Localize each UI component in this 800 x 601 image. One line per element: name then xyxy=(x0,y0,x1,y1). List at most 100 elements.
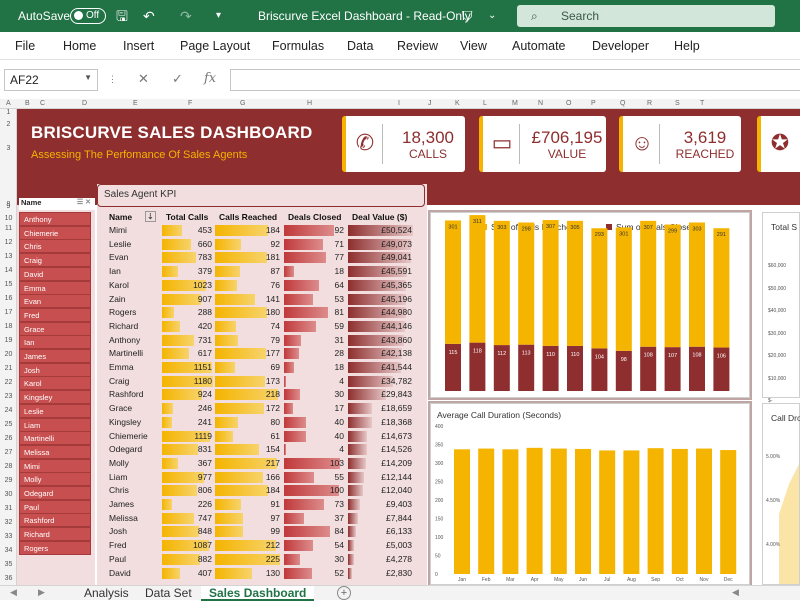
slicer-item[interactable]: Emma xyxy=(19,280,91,295)
column-header[interactable]: I xyxy=(398,100,400,107)
row-header[interactable]: 11 xyxy=(4,225,13,232)
table-row[interactable]: Melissa 747 97 37 £7,844 xyxy=(97,512,427,526)
bar-call-duration[interactable] xyxy=(671,448,688,574)
menu-data[interactable]: Data xyxy=(347,39,374,53)
scroll-left-icon[interactable]: ◀ xyxy=(732,587,739,597)
row-header[interactable]: 26 xyxy=(4,435,13,442)
table-row[interactable]: Molly 367 217 103 £14,209 xyxy=(97,457,427,471)
bar-deals-closed[interactable] xyxy=(542,345,559,391)
table-row[interactable]: Craig 1180 173 4 £34,782 xyxy=(97,375,427,389)
row-header[interactable]: 34 xyxy=(4,547,13,554)
bar-deals-closed[interactable] xyxy=(493,345,510,391)
column-header[interactable]: P xyxy=(591,100,596,107)
slicer-item[interactable]: Odegard xyxy=(19,486,91,500)
bar-calls-reached[interactable] xyxy=(689,222,705,347)
slicer-item[interactable]: Paul xyxy=(19,499,91,514)
kpi-card-calls[interactable]: ✆ 18,300 CALLS xyxy=(342,116,465,172)
redo-icon[interactable]: ↷ xyxy=(180,8,192,24)
column-header[interactable]: B xyxy=(25,100,30,107)
bar-calls-reached[interactable] xyxy=(518,222,535,345)
row-header[interactable]: 29 xyxy=(4,477,13,484)
slicer-item[interactable]: Josh xyxy=(19,362,91,377)
shield-icon[interactable]: ⛉ xyxy=(462,8,473,24)
table-row[interactable]: Grace 246 172 17 £18,659 xyxy=(97,402,427,416)
slicer-item[interactable]: Evan xyxy=(19,294,91,309)
menu-developer[interactable]: Developer xyxy=(592,39,649,53)
enter-icon[interactable]: ✓ xyxy=(172,71,183,86)
table-row[interactable]: Zain 907 141 53 £45,196 xyxy=(97,293,427,307)
column-header[interactable]: J xyxy=(428,100,432,107)
table-row[interactable]: Rogers 288 180 81 £44,980 xyxy=(97,306,427,320)
table-row[interactable]: Emma 1151 69 18 £41,544 xyxy=(97,361,427,375)
row-header[interactable]: 19 xyxy=(4,337,13,344)
menu-automate[interactable]: Automate xyxy=(512,39,566,53)
table-row[interactable]: Karol 1023 76 64 £45,365 xyxy=(97,279,427,293)
table-row[interactable]: Evan 783 181 77 £49,041 xyxy=(97,251,427,265)
bar-calls-reached[interactable] xyxy=(445,220,461,344)
bar-calls-reached[interactable] xyxy=(615,227,632,351)
bar-deals-closed[interactable] xyxy=(615,350,632,391)
call-drop-chart[interactable]: Call Dro 5.00%4.50%4.00%3.50% xyxy=(762,403,800,592)
bar-call-duration[interactable] xyxy=(696,448,712,574)
slicer-item[interactable]: James xyxy=(19,349,91,363)
bar-calls-reached[interactable] xyxy=(567,220,583,346)
undo-icon[interactable]: ↶ xyxy=(143,8,155,24)
kpi-card-deals[interactable]: ✪ xyxy=(757,116,800,172)
slicer-item[interactable]: Rashford xyxy=(19,513,91,528)
chevron-down-icon[interactable]: ⌄ xyxy=(488,10,497,21)
column-header[interactable]: D xyxy=(82,100,88,107)
table-row[interactable]: Paul 882 225 30 £4,278 xyxy=(97,553,427,567)
table-row[interactable]: Josh 848 99 84 £6,133 xyxy=(97,525,427,539)
table-row[interactable]: Anthony 731 79 31 £43,860 xyxy=(97,334,427,348)
row-header[interactable]: 31 xyxy=(4,505,13,512)
table-row[interactable]: Fred 1087 212 54 £5,003 xyxy=(97,539,427,553)
bar-calls-reached[interactable] xyxy=(640,220,657,347)
row-header[interactable]: 35 xyxy=(4,561,13,568)
autosave-toggle[interactable]: Off xyxy=(70,8,106,24)
table-row[interactable]: Chris 806 184 100 £12,040 xyxy=(97,484,427,498)
table-row[interactable]: Martinelli 617 177 28 £42,138 xyxy=(97,347,427,361)
row-header[interactable]: 23 xyxy=(4,393,13,400)
total-sales-chart[interactable]: Total S $60,000 $50,000 $40,000 $30,000 $20,… xyxy=(762,212,800,404)
bar-call-duration[interactable] xyxy=(478,448,495,574)
row-header[interactable]: 1 xyxy=(6,109,11,116)
row-header[interactable]: 22 xyxy=(4,379,13,386)
menu-insert[interactable]: Insert xyxy=(123,39,155,53)
menu-page-layout[interactable]: Page Layout xyxy=(180,39,251,53)
column-header[interactable]: T xyxy=(700,100,705,107)
tab-sales-dashboard[interactable]: Sales Dashboard xyxy=(201,586,315,601)
name-box-dropdown-icon[interactable]: ▼ xyxy=(84,73,92,82)
bar-call-duration[interactable] xyxy=(720,450,737,574)
column-header[interactable]: E xyxy=(133,100,138,107)
table-row[interactable]: Ian 379 87 18 £45,591 xyxy=(97,265,427,279)
row-header[interactable]: 14 xyxy=(4,267,13,274)
column-header[interactable]: O xyxy=(566,100,572,107)
column-header[interactable]: H xyxy=(307,100,313,107)
bar-call-duration[interactable] xyxy=(575,448,591,574)
kpi-card-reached[interactable]: ☺ 3,619 REACHED xyxy=(619,116,741,172)
row-header[interactable]: 32 xyxy=(4,519,13,526)
bar-deals-closed[interactable] xyxy=(689,346,705,391)
slicer-item[interactable]: Richard xyxy=(19,527,91,542)
table-row[interactable]: Mimi 453 184 92 £50,524 xyxy=(97,224,427,238)
row-header[interactable]: 33 xyxy=(4,533,13,540)
tab-analysis[interactable]: Analysis xyxy=(84,586,129,600)
bar-deals-closed[interactable] xyxy=(591,348,608,391)
column-header[interactable]: A xyxy=(6,100,11,107)
slicer-item[interactable]: Martinelli xyxy=(19,431,91,446)
slicer-item[interactable]: Leslie xyxy=(19,403,91,418)
cancel-icon[interactable]: ✕ xyxy=(138,71,149,86)
row-header[interactable]: 10 xyxy=(4,215,13,222)
row-header[interactable]: 9 xyxy=(6,203,11,210)
column-header[interactable]: L xyxy=(483,100,487,107)
row-header[interactable]: 21 xyxy=(4,365,13,372)
tab-data-set[interactable]: Data Set xyxy=(145,586,192,600)
row-header[interactable]: 20 xyxy=(4,351,13,358)
bar-call-duration[interactable] xyxy=(647,448,664,574)
slicer-item[interactable]: Molly xyxy=(19,472,91,487)
bar-deals-closed[interactable] xyxy=(640,346,657,391)
slicer-item[interactable]: Grace xyxy=(19,321,91,336)
column-header[interactable]: Q xyxy=(620,100,626,107)
bar-deals-closed[interactable] xyxy=(469,342,486,391)
table-row[interactable]: Odegard 831 154 4 £14,526 xyxy=(97,443,427,457)
